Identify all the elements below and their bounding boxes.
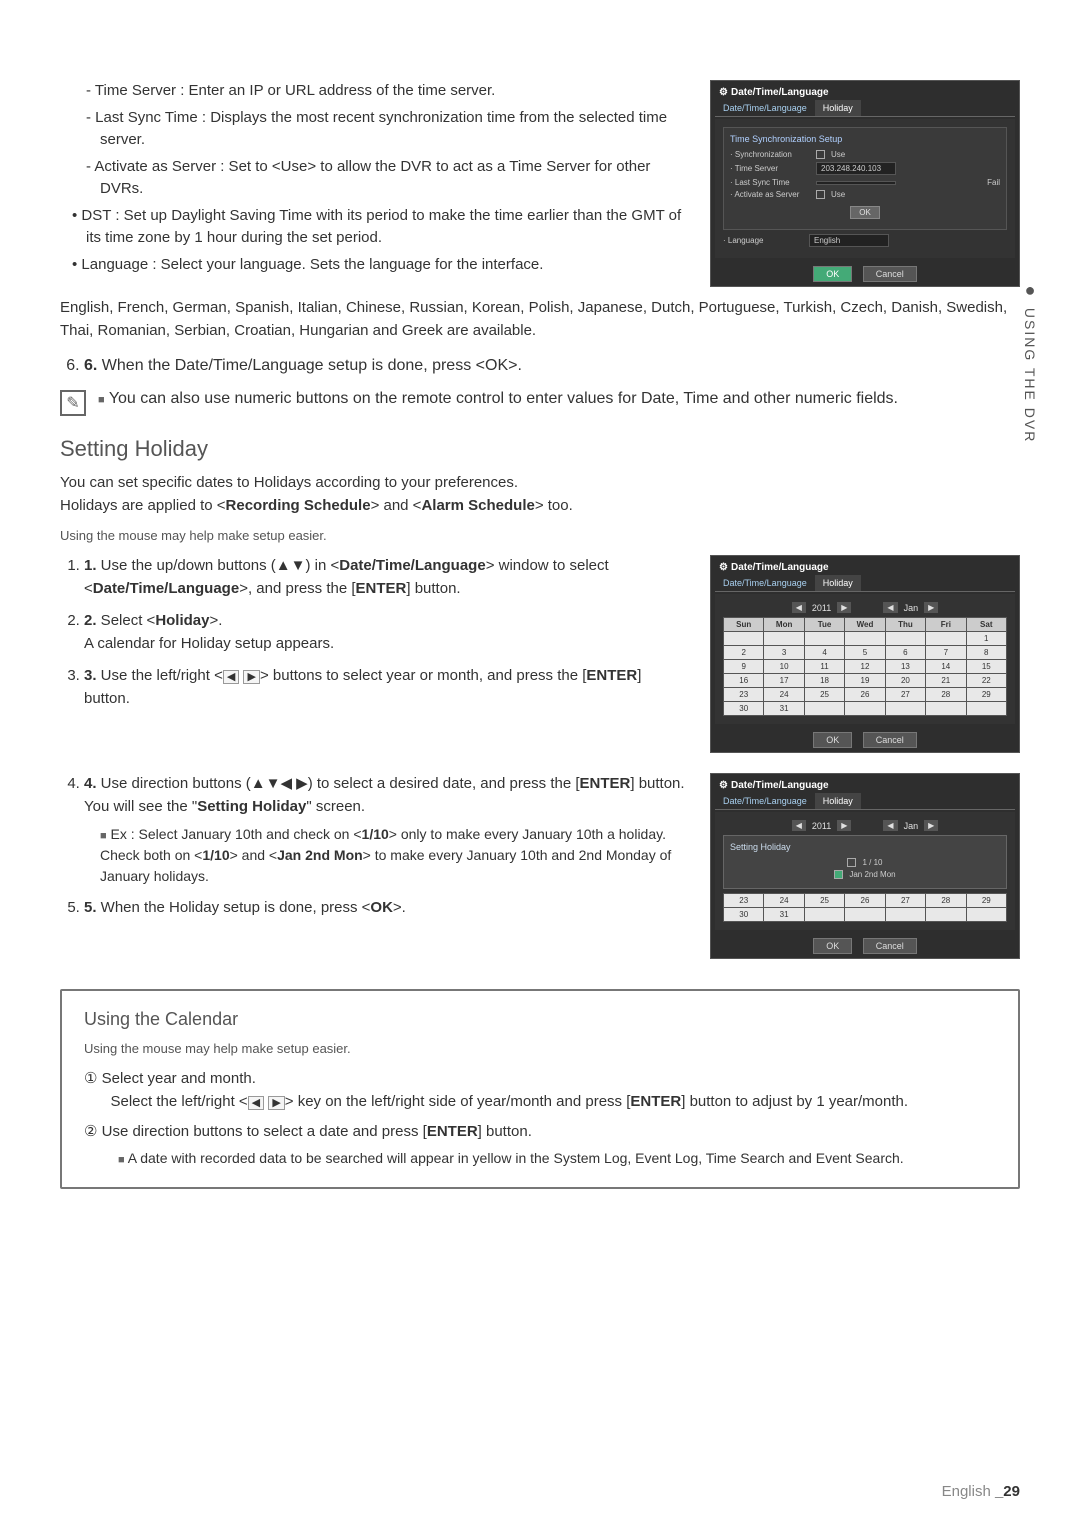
sync-box-title: Time Synchronization Setup	[730, 134, 1000, 144]
mouse-note: Using the mouse may help make setup easi…	[60, 527, 1020, 545]
year-prev[interactable]: ◀	[792, 820, 806, 831]
ok-button[interactable]: OK	[813, 266, 852, 282]
tab-datetime[interactable]: Date/Time/Language	[715, 100, 815, 116]
step-1: 1. Use the up/down buttons (▲▼) in <Date…	[84, 555, 690, 600]
cancel-button[interactable]: Cancel	[863, 732, 917, 748]
step-2: 2. Select <Holiday>.A calendar for Holid…	[84, 610, 690, 655]
ok-button[interactable]: OK	[813, 938, 852, 954]
callout-item2: ② Use direction buttons to select a date…	[84, 1121, 996, 1169]
panel-title: Date/Time/Language	[715, 778, 1015, 793]
section-title-holiday: Setting Holiday	[60, 436, 1020, 462]
month-label: Jan	[904, 603, 919, 613]
callout-calendar: Using the Calendar Using the mouse may h…	[60, 989, 1020, 1189]
note-icon: ✎	[60, 390, 86, 416]
tab-datetime[interactable]: Date/Time/Language	[715, 575, 815, 591]
opt2-checkbox[interactable]	[834, 870, 843, 879]
main-bullet: • Language : Select your language. Sets …	[60, 254, 690, 277]
holiday-p2: Holidays are applied to <Recording Sched…	[60, 495, 1020, 518]
ok-button[interactable]: OK	[813, 732, 852, 748]
calendar-table-partial[interactable]: 232425262728293031	[723, 893, 1007, 922]
panel-title: Date/Time/Language	[715, 85, 1015, 100]
lang-list: English, French, German, Spanish, Italia…	[60, 297, 1020, 342]
dvr-panel-sync: Date/Time/Language Date/Time/Language Ho…	[710, 80, 1020, 287]
step-3: 3. Use the left/right <◀ ▶> buttons to s…	[84, 665, 690, 710]
year-next[interactable]: ▶	[837, 602, 851, 613]
calendar-table[interactable]: SunMonTueWedThuFriSat 123456789101112131…	[723, 617, 1007, 716]
activate-checkbox[interactable]	[816, 190, 825, 199]
side-tab-text: USING THE DVR	[1022, 308, 1038, 443]
side-tab: ● USING THE DVR	[1019, 280, 1040, 443]
sub-bullet: - Time Server : Enter an IP or URL addre…	[60, 80, 690, 103]
callout-item1: ① Select year and month. Select the left…	[84, 1068, 996, 1113]
main-bullet: • DST : Set up Daylight Saving Time with…	[60, 205, 690, 250]
tab-holiday[interactable]: Holiday	[815, 793, 861, 809]
year-label: 2011	[812, 603, 831, 613]
setting-holiday-label: Setting Holiday	[730, 842, 1000, 852]
step-6: 6. When the Date/Time/Language setup is …	[84, 354, 1020, 378]
month-prev[interactable]: ◀	[883, 820, 897, 831]
page-footer: English _29	[942, 1483, 1020, 1500]
dvr-panel-setting-holiday: Date/Time/Language Date/Time/Language Ho…	[710, 773, 1020, 959]
cancel-button[interactable]: Cancel	[863, 938, 917, 954]
tab-holiday[interactable]: Holiday	[815, 100, 861, 116]
tab-holiday[interactable]: Holiday	[815, 575, 861, 591]
opt1-checkbox[interactable]	[847, 858, 856, 867]
cancel-button[interactable]: Cancel	[863, 266, 917, 282]
timeserver-input[interactable]: 203.248.240.103	[816, 162, 896, 175]
year-next[interactable]: ▶	[837, 820, 851, 831]
holiday-p1: You can set specific dates to Holidays a…	[60, 472, 1020, 495]
callout-title: Using the Calendar	[84, 1009, 996, 1030]
year-label: 2011	[812, 821, 831, 831]
sub-bullet: - Last Sync Time : Displays the most rec…	[60, 107, 690, 152]
month-next[interactable]: ▶	[924, 602, 938, 613]
sub-bullet: - Activate as Server : Set to <Use> to a…	[60, 156, 690, 201]
lastsync-input	[816, 181, 896, 185]
panel-title: Date/Time/Language	[715, 560, 1015, 575]
language-select[interactable]: English	[809, 234, 889, 247]
inner-ok-button[interactable]: OK	[850, 206, 880, 219]
month-next[interactable]: ▶	[924, 820, 938, 831]
side-dot: ●	[1020, 280, 1040, 302]
month-label: Jan	[904, 821, 919, 831]
dvr-panel-calendar: Date/Time/Language Date/Time/Language Ho…	[710, 555, 1020, 753]
callout-mouse: Using the mouse may help make setup easi…	[84, 1040, 996, 1058]
month-prev[interactable]: ◀	[883, 602, 897, 613]
tip-text: ■ You can also use numeric buttons on th…	[98, 390, 898, 408]
sync-checkbox[interactable]	[816, 150, 825, 159]
step-4: 4. Use direction buttons (▲▼◀ ▶) to sele…	[84, 773, 690, 887]
year-prev[interactable]: ◀	[792, 602, 806, 613]
step-5: 5. When the Holiday setup is done, press…	[84, 897, 690, 920]
tab-datetime[interactable]: Date/Time/Language	[715, 793, 815, 809]
